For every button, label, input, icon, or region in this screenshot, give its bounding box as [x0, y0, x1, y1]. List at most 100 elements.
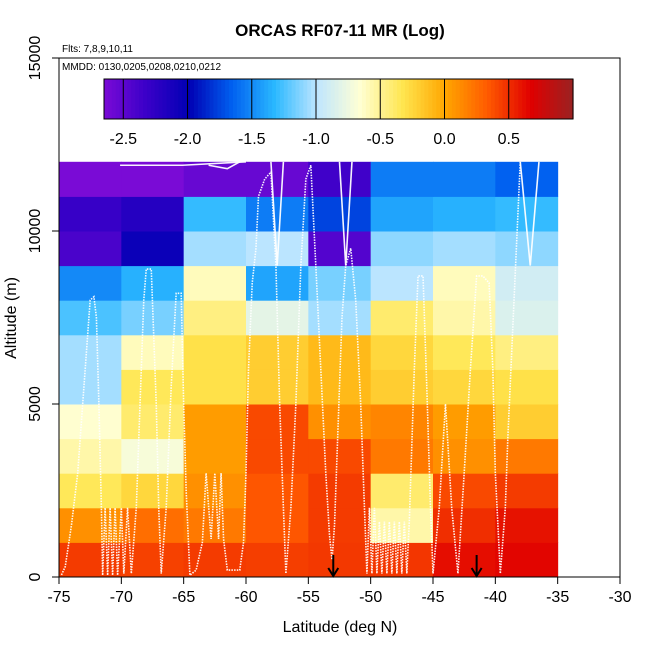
heatmap-cell — [246, 473, 309, 509]
colorbar-swatch — [186, 79, 191, 119]
y-tick-label: 15000 — [27, 36, 44, 81]
colorbar-swatch — [334, 79, 340, 119]
colorbar-swatch — [350, 79, 355, 119]
colorbar-swatch — [283, 79, 289, 119]
colorbar-swatch — [111, 79, 117, 119]
heatmap-cell — [59, 334, 122, 370]
heatmap-cell — [495, 300, 559, 336]
colorbar-swatch — [279, 79, 285, 119]
x-tick-label: -75 — [47, 589, 70, 606]
colorbar-swatch — [322, 79, 328, 119]
heatmap-cell — [370, 507, 434, 543]
colorbar-swatch — [475, 79, 480, 119]
heatmap-cell — [495, 438, 559, 474]
flight-track-line — [60, 161, 522, 577]
colorbar-swatch — [432, 79, 437, 119]
heatmap-cell — [495, 542, 559, 578]
heatmap-cell — [495, 265, 559, 301]
y-tick-label: 5000 — [27, 386, 44, 422]
colorbar-swatch — [311, 79, 316, 119]
heatmap-cell — [433, 542, 496, 578]
colorbar-swatch — [514, 79, 519, 119]
flight-track-segment — [120, 161, 247, 167]
x-tick-label: -50 — [359, 589, 382, 606]
colorbar-swatch — [201, 79, 207, 119]
colorbar-swatch — [397, 79, 402, 119]
y-axis: 0 5000 10000 15000 — [27, 36, 59, 581]
heatmap-cell — [121, 196, 185, 232]
heatmap-cell — [59, 473, 122, 509]
heatmap-cell — [183, 334, 247, 370]
colorbar-swatch — [209, 79, 215, 119]
x-tick-label: -40 — [484, 589, 507, 606]
heatmap-cells — [59, 161, 559, 578]
heatmap-cell — [183, 300, 247, 336]
heatmap-cell — [59, 404, 122, 440]
heatmap-cell — [308, 438, 372, 474]
colorbar-swatch — [358, 79, 363, 119]
colorbar-swatch — [459, 79, 465, 119]
colorbar-swatch — [537, 79, 543, 119]
colorbar-swatch — [162, 79, 168, 119]
colorbar-swatch — [541, 79, 547, 119]
heatmap-cell — [246, 161, 309, 197]
colorbar-swatch — [115, 79, 121, 119]
y-tick-label: 0 — [27, 572, 44, 581]
colorbar-swatch — [487, 79, 492, 119]
x-tick-label: -45 — [421, 589, 444, 606]
colorbar-swatch — [139, 79, 144, 119]
x-tick-label: -65 — [172, 589, 195, 606]
colorbar-tick-label: -1.5 — [238, 131, 266, 148]
heatmap-cell — [246, 507, 309, 543]
colorbar-swatch — [549, 79, 555, 119]
colorbar-swatch — [342, 79, 347, 119]
heatmap-cell — [121, 404, 185, 440]
colorbar-swatch — [143, 79, 148, 119]
heatmap-cell — [246, 265, 309, 301]
heatmap-cell — [183, 161, 247, 197]
colorbar-swatch — [557, 79, 562, 119]
colorbar-swatch — [373, 79, 379, 119]
y-axis-label: Altitude (m) — [3, 277, 20, 359]
colorbar-swatch — [436, 79, 441, 119]
colorbar-swatch — [170, 79, 175, 119]
colorbar-swatch — [510, 79, 515, 119]
flight-track — [60, 161, 540, 577]
flight-track-segment — [208, 161, 241, 170]
colorbar-swatch — [533, 79, 539, 119]
colorbar-swatch — [369, 79, 375, 119]
colorbar-swatch — [287, 79, 293, 119]
colorbar-swatch — [295, 79, 301, 119]
colorbar-swatch — [307, 79, 312, 119]
colorbar-swatch — [229, 79, 234, 119]
colorbar-swatch — [463, 79, 469, 119]
heatmap-cell — [59, 438, 122, 474]
heatmap-cell — [433, 334, 496, 370]
colorbar-swatch — [530, 79, 535, 119]
colorbar-swatch — [565, 79, 570, 119]
colorbar-tick-label: -0.5 — [366, 131, 394, 148]
colorbar-swatch — [174, 79, 179, 119]
colorbar-swatch — [158, 79, 164, 119]
heatmap-cell — [308, 231, 372, 267]
x-tick-label: -35 — [546, 589, 569, 606]
colorbar-swatch — [522, 79, 527, 119]
colorbar-swatch — [205, 79, 211, 119]
colorbar-swatch — [248, 79, 254, 119]
heatmap-cell — [433, 231, 496, 267]
colorbar-swatch — [365, 79, 371, 119]
colorbar-swatch — [166, 79, 172, 119]
heatmap-cell — [246, 542, 309, 578]
colorbar-swatch — [389, 79, 394, 119]
colorbar-swatch — [553, 79, 558, 119]
heatmap-cell — [183, 369, 247, 405]
colorbar-swatch — [268, 79, 273, 119]
flight-track-segment — [338, 161, 353, 266]
colorbar-swatch — [303, 79, 308, 119]
heatmap-cell — [433, 196, 496, 232]
colorbar-swatch — [494, 79, 500, 119]
colorbar-swatch — [225, 79, 230, 119]
heatmap-cell — [59, 507, 122, 543]
x-axis-label: Latitude (deg N) — [283, 619, 398, 636]
colorbar-swatch — [318, 79, 324, 119]
